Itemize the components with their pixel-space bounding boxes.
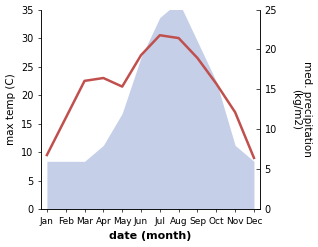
Y-axis label: med. precipitation
(kg/m2): med. precipitation (kg/m2) (291, 62, 313, 157)
Y-axis label: max temp (C): max temp (C) (5, 74, 16, 145)
X-axis label: date (month): date (month) (109, 231, 192, 242)
